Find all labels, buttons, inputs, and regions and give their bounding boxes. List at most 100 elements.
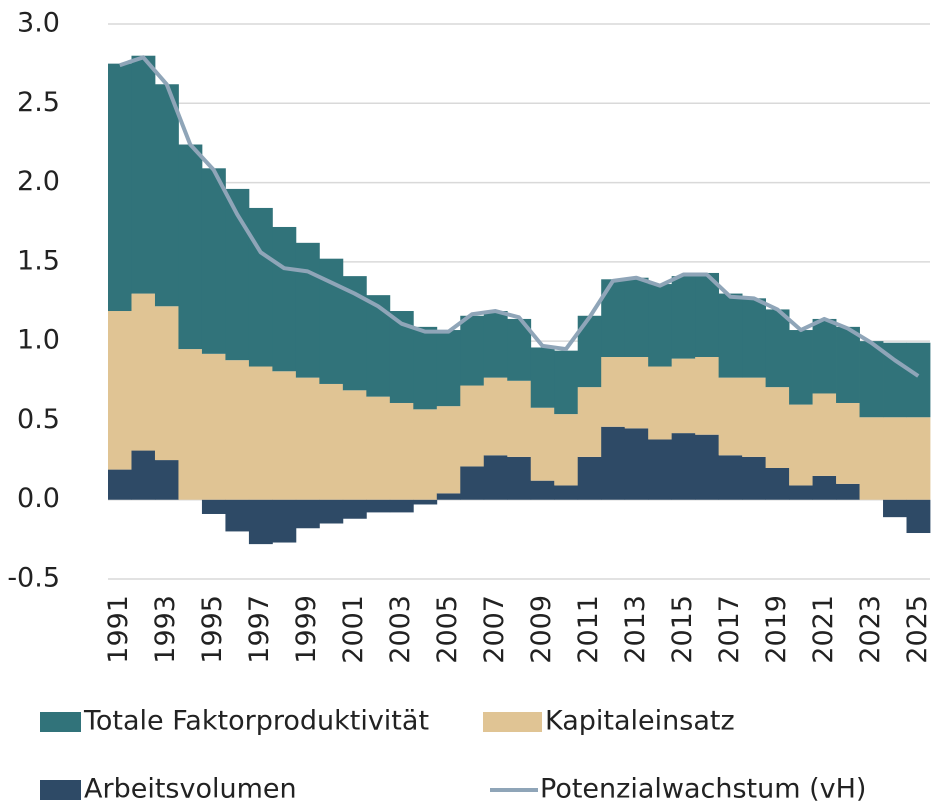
bar — [154, 460, 179, 500]
bar — [624, 428, 649, 500]
bar — [577, 315, 602, 388]
bar — [906, 342, 931, 418]
bar — [201, 168, 226, 354]
bar — [295, 242, 320, 378]
bar — [577, 456, 602, 500]
bar — [366, 295, 391, 397]
bar — [436, 493, 461, 500]
bar — [789, 485, 813, 500]
bar — [483, 311, 508, 378]
bar — [507, 456, 532, 500]
bar — [742, 377, 766, 457]
bar — [483, 455, 508, 500]
x-tick-label: 2009 — [526, 595, 557, 664]
bar — [154, 306, 179, 461]
bar — [554, 485, 579, 500]
bar — [366, 396, 391, 500]
bar — [695, 434, 720, 500]
x-tick-label: 1991 — [103, 595, 134, 664]
legend-label: Arbeitsvolumen — [84, 774, 297, 805]
bar — [108, 311, 132, 470]
bar — [342, 276, 367, 391]
bar — [295, 499, 320, 529]
bar — [178, 349, 203, 500]
bar — [883, 342, 907, 418]
legend-label: Potenzialwachstum (vH) — [540, 774, 866, 805]
x-tick-label: 2011 — [573, 595, 604, 664]
y-tick-label: 3.0 — [17, 8, 60, 39]
bar — [554, 414, 579, 486]
bar — [624, 357, 649, 429]
x-tick-label: 1993 — [150, 595, 181, 664]
bar — [460, 385, 485, 467]
bar — [507, 380, 532, 457]
bar — [389, 311, 414, 403]
bar — [671, 433, 696, 500]
bar — [718, 293, 743, 378]
bar — [859, 341, 884, 418]
bar — [319, 383, 344, 500]
bar — [601, 357, 626, 427]
bar — [695, 357, 720, 435]
legend-swatch — [40, 780, 81, 800]
legend-label: Totale Faktorproduktivität — [83, 706, 429, 737]
legend-label: Kapitaleinsatz — [545, 706, 735, 737]
x-tick-label: 2023 — [855, 595, 886, 664]
bar — [883, 499, 907, 518]
bar — [695, 272, 720, 357]
bar — [836, 483, 860, 500]
x-tick-label: 1995 — [197, 595, 228, 664]
bar — [154, 84, 179, 307]
bar — [389, 499, 414, 513]
bar — [648, 439, 673, 500]
y-tick-label: 1.5 — [17, 245, 60, 276]
bar — [718, 455, 743, 500]
bar — [742, 456, 766, 500]
x-tick-label: 2005 — [432, 595, 463, 664]
x-tick-label: 2003 — [385, 595, 416, 664]
x-tick-label: 2001 — [338, 595, 369, 664]
bar — [765, 387, 790, 468]
x-tick-label: 2017 — [714, 595, 745, 664]
x-tick-label: 2025 — [902, 595, 933, 664]
bar — [272, 371, 297, 500]
bar — [178, 144, 203, 350]
bar — [131, 450, 156, 500]
bar — [648, 284, 673, 367]
bar — [248, 366, 273, 500]
bar — [460, 466, 485, 500]
bar — [342, 390, 367, 500]
bar — [131, 55, 156, 294]
bar — [319, 499, 344, 524]
bar — [648, 366, 673, 440]
bar — [624, 277, 649, 357]
bar — [108, 469, 132, 500]
bar — [601, 279, 626, 357]
bar — [883, 417, 907, 500]
bar — [671, 358, 696, 434]
bar — [742, 298, 766, 378]
bar — [248, 499, 273, 545]
bar — [507, 318, 532, 381]
bar — [859, 417, 884, 500]
bar — [319, 258, 344, 384]
bar — [436, 406, 461, 494]
x-tick-label: 2019 — [761, 595, 792, 664]
x-tick-label: 2015 — [667, 595, 698, 664]
bar — [906, 417, 931, 500]
bar — [201, 499, 226, 514]
bar — [718, 377, 743, 456]
bar — [906, 499, 931, 534]
bar — [366, 499, 391, 513]
bar — [201, 353, 226, 500]
bar — [789, 404, 813, 486]
bar — [812, 318, 837, 394]
bar — [295, 377, 320, 500]
bar — [577, 387, 602, 457]
bar — [789, 330, 813, 405]
bar — [530, 480, 555, 500]
bar — [225, 360, 250, 500]
bar — [436, 330, 461, 407]
x-tick-label: 1997 — [244, 595, 275, 664]
